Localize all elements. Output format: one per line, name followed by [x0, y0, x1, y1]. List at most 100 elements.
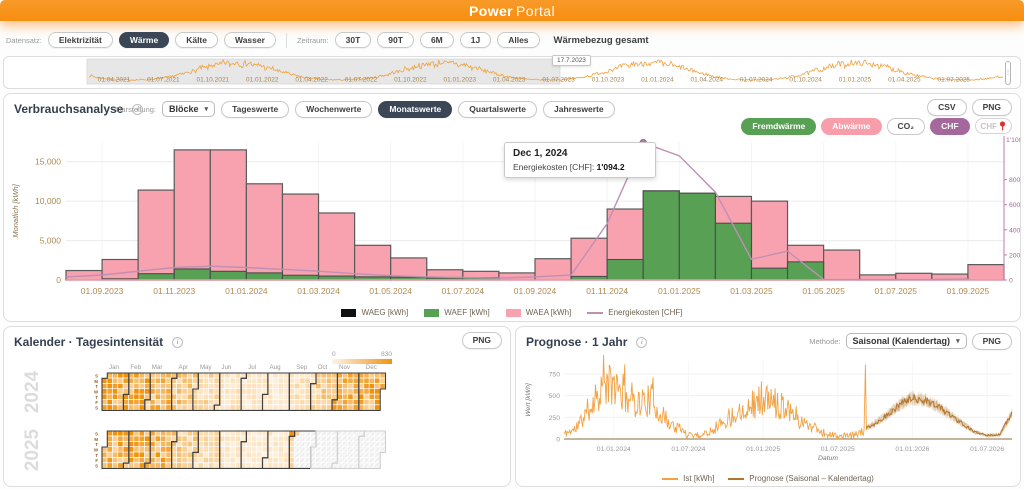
svg-text:01.01.2023: 01.01.2023	[444, 77, 477, 84]
red-pin-icon	[999, 121, 1006, 131]
svg-text:250: 250	[549, 415, 561, 422]
timeline-panel: 01.04.2021 01.07.2021 01.10.2021 01.01.2022…	[3, 55, 1021, 89]
chip-jahreswerte[interactable]: Jahreswerte	[542, 101, 615, 118]
info-icon[interactable]: i	[636, 336, 648, 348]
legend-swatch	[728, 477, 745, 480]
chip-6m[interactable]: 6M	[419, 31, 454, 49]
panel-title-verbrauchsanalyse: Verbrauchsanalyse	[14, 102, 124, 116]
svg-text:M: M	[94, 437, 98, 442]
svg-text:Datum: Datum	[818, 455, 838, 462]
svg-text:W: W	[94, 447, 99, 452]
svg-text:F: F	[95, 458, 98, 463]
svg-text:01.01.2026: 01.01.2026	[895, 446, 929, 453]
prognose-png-button[interactable]: PNG	[971, 333, 1012, 350]
legend-item[interactable]: Ist [kWh]	[662, 474, 714, 483]
chip-tageswerte[interactable]: Tageswerte	[221, 101, 290, 118]
png-export-button[interactable]: PNG	[971, 99, 1012, 116]
scale-max: 830	[381, 351, 392, 358]
svg-text:01.03.2024: 01.03.2024	[297, 286, 340, 296]
svg-text:01.11.2024: 01.11.2024	[586, 286, 628, 296]
kalender-panel: Kalender · Tagesintensität i PNG 0 830 20…	[3, 326, 511, 487]
calendar-png-button[interactable]: PNG	[461, 332, 502, 349]
toggle-abwaerme[interactable]: Abwärme	[821, 118, 882, 135]
chf-axis-pin-chip[interactable]: CHF	[974, 118, 1012, 135]
svg-text:01.10.2021: 01.10.2021	[197, 77, 230, 84]
csv-export-button[interactable]: CSV	[927, 99, 967, 116]
svg-text:May: May	[200, 364, 213, 371]
forecast-legend: Ist [kWh] Prognose (Saisonal – Kalenderta…	[516, 474, 1020, 483]
chip-elektrizitaet[interactable]: Elektrizität	[47, 31, 113, 49]
energiekosten-line	[65, 141, 968, 281]
svg-text:01.05.2025: 01.05.2025	[802, 286, 845, 296]
timeline-right-handle[interactable]: ⋮	[1005, 61, 1011, 85]
chevron-down-icon: ▾	[204, 106, 209, 114]
zeitraum-label: Zeitraum:	[296, 35, 329, 45]
svg-text:S: S	[95, 406, 98, 411]
svg-text:01.10.2024: 01.10.2024	[789, 77, 822, 84]
chip-alles[interactable]: Alles	[497, 31, 540, 49]
intensity-gradient-bar	[332, 359, 392, 364]
chip-90t[interactable]: 90T	[377, 31, 414, 49]
app-title-bold: Power	[469, 2, 514, 19]
forecast-chart[interactable]: 0 250 500 750 01.01.2024 01.07.2024 01.01.2025…	[520, 355, 1018, 473]
svg-text:01.07.2023: 01.07.2023	[542, 77, 575, 84]
chip-1j[interactable]: 1J	[459, 31, 492, 49]
display-type-value: Blöcke	[169, 104, 199, 115]
app-header: Power Portal	[0, 0, 1024, 21]
svg-text:01.05.2024: 01.05.2024	[369, 286, 412, 296]
chip-kaelte[interactable]: Kälte	[175, 31, 218, 49]
chip-monatswerte[interactable]: Monatswerte	[378, 101, 453, 118]
legend-item[interactable]: Energiekosten [CHF]	[587, 308, 683, 317]
legend-item[interactable]: WAEF [kWh]	[424, 308, 490, 317]
svg-text:15,000: 15,000	[35, 157, 61, 167]
chip-wasser[interactable]: Wasser	[224, 31, 276, 49]
prognose-panel: Prognose · 1 Jahr i Methode: Saisonal (K…	[515, 326, 1021, 487]
svg-text:01.09.2024: 01.09.2024	[514, 286, 557, 296]
app-title: Power Portal	[469, 3, 555, 19]
chip-waerme[interactable]: Wärme	[118, 31, 170, 49]
info-icon[interactable]: i	[172, 336, 184, 348]
legend-item[interactable]: Prognose (Saisonal – Kalendertag)	[728, 474, 874, 483]
consumption-chart[interactable]: 0 5,000 10,000 15,000 Monatlich [kWh] 0 200 400…	[4, 134, 1020, 304]
toggle-chf[interactable]: CHF	[930, 118, 970, 135]
legend-swatch	[505, 308, 521, 317]
svg-text:01.03.2025: 01.03.2025	[730, 286, 773, 296]
svg-text:Apr: Apr	[179, 364, 189, 371]
chip-wochenwerte[interactable]: Wochenwerte	[295, 101, 373, 118]
toggle-fremdwaerme[interactable]: Fremdwärme	[741, 118, 817, 135]
methode-label: Methode:	[809, 336, 841, 346]
panel-title-kalender: Kalender · Tagesintensität	[14, 335, 164, 349]
legend-item[interactable]: WAEA [kWh]	[505, 308, 571, 317]
svg-text:Aug: Aug	[270, 364, 282, 371]
svg-text:Jun: Jun	[221, 364, 232, 371]
dataset-title: Wärmebezug gesamt	[553, 34, 649, 46]
info-icon[interactable]: i	[132, 103, 144, 115]
chip-30t[interactable]: 30T	[334, 31, 372, 49]
timeline-range-chart[interactable]: 01.04.2021 01.07.2021 01.10.2021 01.01.2022…	[4, 57, 1020, 88]
svg-text:01.01.2025: 01.01.2025	[746, 446, 780, 453]
tooltip-series-label: Energiekosten [CHF]:	[513, 162, 595, 172]
chart-legend: WAEG [kWh] WAEF [kWh] WAEA [kWh] Energiekos…	[4, 308, 1020, 317]
svg-text:400: 400	[1009, 227, 1020, 234]
svg-text:Wert [kWh]: Wert [kWh]	[525, 382, 532, 417]
toggle-co2[interactable]: CO₂	[886, 118, 926, 135]
svg-text:500: 500	[549, 393, 561, 400]
svg-text:S: S	[95, 373, 98, 378]
svg-text:01.10.2023: 01.10.2023	[592, 77, 625, 84]
svg-text:01.11.2023: 01.11.2023	[153, 286, 195, 296]
svg-text:01.07.2024: 01.07.2024	[740, 77, 773, 84]
darstellung-label: Darstellung:	[116, 104, 157, 114]
datensatz-label: Datensatz:	[6, 35, 42, 45]
legend-label: Prognose (Saisonal – Kalendertag)	[749, 474, 874, 483]
legend-label: WAEF [kWh]	[444, 308, 490, 317]
svg-text:Feb: Feb	[130, 364, 141, 371]
chip-quartalswerte[interactable]: Quartalswerte	[458, 101, 537, 118]
display-type-select[interactable]: Blöcke ▾	[162, 101, 216, 118]
view-controls: Darstellung: Blöcke ▾ Tageswerte Wochenwe…	[116, 101, 615, 118]
svg-text:800: 800	[1009, 177, 1020, 184]
legend-item[interactable]: WAEG [kWh]	[341, 308, 408, 317]
svg-text:01.01.2025: 01.01.2025	[839, 77, 872, 84]
methode-select[interactable]: Saisonal (Kalendertag) ▾	[845, 333, 967, 350]
svg-text:0: 0	[556, 437, 560, 444]
